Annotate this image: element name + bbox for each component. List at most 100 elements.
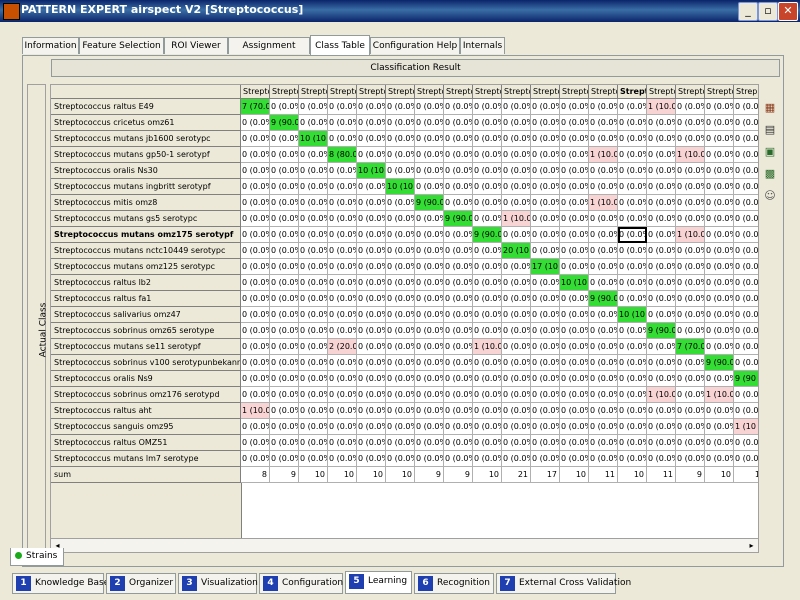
matrix-cell[interactable]: 0 (0.0% xyxy=(241,387,270,403)
column-header[interactable]: Strepto xyxy=(444,85,473,99)
matrix-cell[interactable]: 0 (0.0% xyxy=(328,275,357,291)
matrix-cell[interactable]: 9 (90.0 xyxy=(589,291,618,307)
matrix-cell[interactable]: 0 (0.0% xyxy=(270,371,299,387)
minimize-button[interactable]: _ xyxy=(738,2,758,21)
matrix-cell[interactable]: 0 (0.0% xyxy=(270,131,299,147)
matrix-cell[interactable]: 0 (0.0% xyxy=(328,259,357,275)
row-label[interactable]: Streptococcus sobrinus omz65 serotype xyxy=(51,323,241,339)
matrix-cell[interactable]: 0 (0.0% xyxy=(299,179,328,195)
matrix-cell[interactable]: 0 (0.0% xyxy=(531,355,560,371)
matrix-cell[interactable]: 0 (0.0% xyxy=(531,387,560,403)
matrix-cell[interactable]: 0 (0.0% xyxy=(473,195,502,211)
matrix-cell[interactable]: 0 (0.0% xyxy=(415,275,444,291)
matrix-cell[interactable]: 9 (90.0 xyxy=(647,323,676,339)
matrix-cell[interactable]: 0 (0.0% xyxy=(560,163,589,179)
matrix-cell[interactable]: 0 (0.0% xyxy=(676,99,705,115)
matrix-cell[interactable]: 0 (0.0% xyxy=(589,355,618,371)
matrix-cell[interactable]: 0 (0.0% xyxy=(734,115,758,131)
matrix-cell[interactable]: 0 (0.0% xyxy=(415,403,444,419)
matrix-cell[interactable]: 0 (0.0% xyxy=(415,147,444,163)
matrix-cell[interactable]: 0 (0.0% xyxy=(270,147,299,163)
matrix-cell[interactable]: 0 (0.0% xyxy=(560,435,589,451)
matrix-cell[interactable]: 0 (0.0% xyxy=(589,339,618,355)
matrix-cell[interactable]: 0 (0.0% xyxy=(560,211,589,227)
matrix-cell[interactable]: 0 (0.0% xyxy=(531,99,560,115)
matrix-cell[interactable]: 0 (0.0% xyxy=(734,275,758,291)
confusion-matrix-table[interactable]: Strepto Strepto Strepto Strepto Strepto Strep… xyxy=(50,84,759,540)
column-header[interactable]: Strepto xyxy=(589,85,618,99)
matrix-cell[interactable]: 0 (0.0% xyxy=(734,355,758,371)
matrix-cell[interactable]: 0 (0.0% xyxy=(415,371,444,387)
matrix-cell[interactable]: 0 (0.0% xyxy=(531,163,560,179)
matrix-cell[interactable]: 1 (10.0 xyxy=(676,227,705,243)
matrix-cell[interactable]: 0 (0.0% xyxy=(734,131,758,147)
matrix-cell[interactable]: 0 (0.0% xyxy=(560,419,589,435)
matrix-cell[interactable]: 0 (0.0% xyxy=(647,435,676,451)
matrix-cell[interactable]: 0 (0.0% xyxy=(415,259,444,275)
matrix-cell[interactable]: 0 (0.0% xyxy=(676,275,705,291)
matrix-cell[interactable]: 0 (0.0% xyxy=(386,451,415,467)
matrix-cell[interactable]: 0 (0.0% xyxy=(647,147,676,163)
row-label[interactable]: Streptococcus mutans ingbritt serotypf xyxy=(51,179,241,195)
matrix-cell[interactable]: 0 (0.0% xyxy=(618,323,647,339)
matrix-cell[interactable]: 0 (0.0% xyxy=(531,291,560,307)
matrix-cell[interactable]: 0 (0.0% xyxy=(357,275,386,291)
matrix-cell[interactable]: 0 (0.0% xyxy=(589,227,618,243)
matrix-cell[interactable]: 0 (0.0% xyxy=(241,451,270,467)
matrix-cell[interactable]: 0 (0.0% xyxy=(386,131,415,147)
matrix-cell[interactable]: 1 (10.0 xyxy=(589,147,618,163)
matrix-cell[interactable]: 0 (0.0% xyxy=(241,435,270,451)
matrix-cell[interactable]: 0 (0.0% xyxy=(270,275,299,291)
matrix-cell[interactable]: 0 (0.0% xyxy=(502,451,531,467)
matrix-cell[interactable]: 0 (0.0% xyxy=(502,307,531,323)
matrix-cell[interactable]: 0 (0.0% xyxy=(705,323,734,339)
column-header[interactable]: Strepto xyxy=(676,85,705,99)
matrix-cell[interactable]: 0 (0.0% xyxy=(618,179,647,195)
matrix-cell[interactable]: 0 (0.0% xyxy=(328,435,357,451)
matrix-cell[interactable]: 0 (0.0% xyxy=(473,211,502,227)
matrix-cell[interactable]: 0 (0.0% xyxy=(531,403,560,419)
matrix-cell[interactable]: 10 (10 xyxy=(386,179,415,195)
matrix-cell[interactable]: 0 (0.0% xyxy=(589,99,618,115)
matrix-cell[interactable]: 0 (0.0% xyxy=(299,115,328,131)
matrix-cell[interactable]: 0 (0.0% xyxy=(328,323,357,339)
matrix-cell[interactable]: 1 (10.0 xyxy=(705,387,734,403)
matrix-cell[interactable]: 0 (0.0% xyxy=(241,179,270,195)
matrix-cell[interactable]: 0 (0.0% xyxy=(241,131,270,147)
matrix-cell[interactable]: 0 (0.0% xyxy=(705,115,734,131)
matrix-cell[interactable]: 0 (0.0% xyxy=(444,179,473,195)
row-label[interactable]: Streptococcus oralis Ns9 xyxy=(51,371,241,387)
matrix-cell[interactable]: 0 (0.0% xyxy=(473,355,502,371)
tab-information[interactable]: Information xyxy=(22,37,79,54)
matrix-cell[interactable]: 0 (0.0% xyxy=(676,403,705,419)
matrix-cell[interactable]: 0 (0.0% xyxy=(444,323,473,339)
matrix-cell[interactable]: 0 (0.0% xyxy=(444,307,473,323)
matrix-cell[interactable]: 0 (0.0% xyxy=(560,259,589,275)
matrix-cell[interactable]: 0 (0.0% xyxy=(444,403,473,419)
matrix-cell[interactable]: 0 (0.0% xyxy=(386,323,415,339)
matrix-cell[interactable]: 0 (0.0% xyxy=(560,291,589,307)
matrix-cell[interactable]: 0 (0.0% xyxy=(473,371,502,387)
print-icon[interactable]: ▩ xyxy=(764,167,776,180)
row-label[interactable]: Streptococcus raltus aht xyxy=(51,403,241,419)
matrix-cell[interactable]: 0 (0.0% xyxy=(357,179,386,195)
matrix-cell[interactable]: 0 (0.0% xyxy=(676,435,705,451)
matrix-cell[interactable]: 0 (0.0% xyxy=(560,179,589,195)
matrix-cell[interactable]: 0 (0.0% xyxy=(328,99,357,115)
matrix-cell[interactable]: 0 (0.0% xyxy=(734,227,758,243)
matrix-cell[interactable]: 0 (0.0% xyxy=(328,115,357,131)
matrix-cell[interactable]: 0 (0.0% xyxy=(502,99,531,115)
bottom-tab-recognition[interactable]: 6 Recognition xyxy=(414,573,494,594)
matrix-cell[interactable]: 0 (0.0% xyxy=(270,451,299,467)
tab-assignment-tables[interactable]: Assignment Tables xyxy=(228,37,310,67)
matrix-cell[interactable]: 9 (90.0 xyxy=(270,115,299,131)
column-header[interactable]: Strepto xyxy=(502,85,531,99)
matrix-cell[interactable]: 1 (10 xyxy=(734,419,758,435)
matrix-cell[interactable]: 0 (0.0% xyxy=(328,451,357,467)
matrix-cell[interactable]: 0 (0.0% xyxy=(647,195,676,211)
column-header[interactable]: Strepto xyxy=(328,85,357,99)
matrix-cell[interactable]: 0 (0.0% xyxy=(647,307,676,323)
row-label[interactable]: Streptococcus raltus E49 xyxy=(51,99,241,115)
matrix-cell[interactable]: 0 (0.0% xyxy=(647,243,676,259)
matrix-cell[interactable]: 0 (0.0% xyxy=(531,179,560,195)
